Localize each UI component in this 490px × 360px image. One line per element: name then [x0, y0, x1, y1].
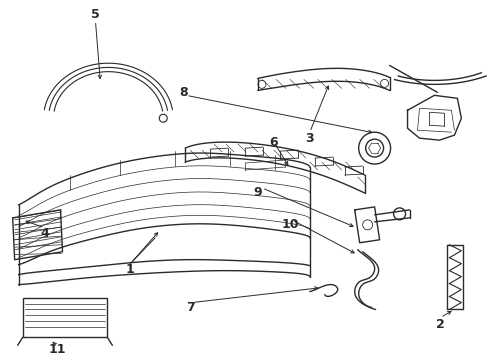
Text: 8: 8: [179, 86, 188, 99]
Text: 9: 9: [254, 186, 262, 199]
Text: 6: 6: [270, 136, 278, 149]
Text: 1: 1: [126, 263, 135, 276]
Text: 7: 7: [186, 301, 195, 314]
Text: 11: 11: [49, 343, 66, 356]
Text: 10: 10: [281, 218, 298, 231]
Bar: [23, 298, 107, 337]
Text: 2: 2: [436, 318, 445, 331]
Text: 5: 5: [91, 8, 100, 21]
Text: 4: 4: [40, 227, 49, 240]
Text: 3: 3: [305, 132, 314, 145]
